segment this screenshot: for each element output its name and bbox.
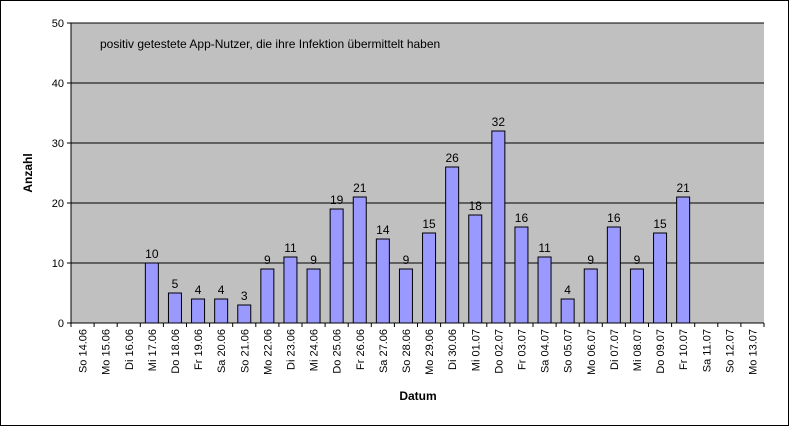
data-labels: 10 5 4 4 3 9 11 9 19 21 14 9 15 26 18 32 16 11 4 9 16 9 15 21 [145,115,690,303]
bar [422,232,437,324]
data-label: 4 [195,283,202,297]
x-tick-label: Mo 29.06 [424,329,436,375]
x-tick-label: Do 02.07 [493,329,505,374]
x-tick-label: Di 07.07 [609,329,621,370]
x-tick-label: Sa 04.07 [540,329,552,373]
x-tick-label: Di 30.06 [447,329,459,370]
x-tick-label: Mi 01.07 [470,329,482,371]
data-label: 21 [676,181,690,195]
x-tick-label: Mi 08.07 [632,329,644,371]
bar [329,208,344,324]
data-label: 9 [264,253,271,267]
x-tick-label: So 14.06 [78,329,90,373]
data-label: 32 [492,115,506,129]
bar [537,256,552,324]
x-tick-label: Sa 27.06 [378,329,390,373]
y-tick-label: 0 [58,318,64,330]
data-label: 15 [653,217,667,231]
x-tick-label: Mo 13.07 [747,329,759,375]
x-tick-label: Di 23.06 [285,329,297,370]
x-tick-label: So 21.06 [239,329,251,373]
bar [583,268,598,324]
x-tick-label: Do 09.07 [655,329,667,374]
bar [560,298,575,324]
data-label: 16 [607,211,621,225]
x-tick-label: So 12.07 [724,329,736,373]
bar [214,298,229,324]
x-tick-label: So 28.06 [401,329,413,373]
bar [445,166,460,324]
y-tick-label: 30 [52,138,64,150]
bar [375,238,390,324]
data-label: 15 [422,217,436,231]
y-axis-title: Anzahl [21,153,35,192]
data-label: 9 [587,253,594,267]
data-label: 14 [376,223,390,237]
data-label: 9 [403,253,410,267]
data-label: 9 [310,253,317,267]
x-tick-label: Fr 26.06 [355,329,367,370]
data-label: 3 [241,289,248,303]
x-tick-label: Di 16.06 [124,329,136,370]
plot-area [71,23,764,323]
data-label: 4 [564,283,571,297]
y-tick-label: 20 [52,198,64,210]
bar [629,268,644,324]
x-tick-label: Sa 20.06 [216,329,228,373]
x-tick-label: Mi 17.06 [147,329,159,371]
x-tick-label: Do 25.06 [332,329,344,374]
gridlines [71,22,764,264]
y-tick-label: 50 [52,18,64,30]
data-label: 11 [284,241,297,255]
y-tick-labels: 0 10 20 30 40 50 [52,18,71,330]
bar [468,214,483,324]
y-tick-label: 40 [52,78,64,90]
data-label: 26 [445,151,459,165]
data-label: 4 [218,283,225,297]
x-tick-label: Mi 24.06 [309,329,321,371]
bar [676,196,691,324]
x-tick-label: Fr 19.06 [193,329,205,370]
bar [352,196,367,324]
x-tick-label: Mo 15.06 [101,329,113,375]
bar [167,292,182,324]
x-tick-labels: So 14.06 Mo 15.06 Di 16.06 Mi 17.06 Do 18.06… [70,323,765,375]
data-label: 16 [515,211,529,225]
x-tick-label: Mo 22.06 [262,329,274,375]
data-label: 11 [538,241,551,255]
data-label: 10 [145,247,159,261]
x-tick-label: Mo 06.07 [586,329,598,375]
data-label: 18 [469,199,483,213]
bar [237,304,252,324]
bar [283,256,298,324]
bar [306,268,321,324]
x-tick-label: So 05.07 [563,329,575,373]
data-label: 9 [634,253,641,267]
data-label: 19 [330,193,344,207]
x-tick-label: Fr 10.07 [678,329,690,370]
bar [191,298,206,324]
bar [260,268,275,324]
x-tick-label: Fr 03.07 [516,329,528,370]
data-label: 5 [172,277,179,291]
bar [514,226,529,324]
y-tick-label: 10 [52,258,64,270]
bar [144,262,159,324]
annotation-text: positiv getestete App-Nutzer, die ihre I… [100,37,440,51]
bar [653,232,668,324]
x-tick-label: Do 18.06 [170,329,182,374]
bar [491,130,506,324]
data-label: 21 [353,181,367,195]
bar [606,226,621,324]
bar [398,268,413,324]
x-axis-title: Datum [399,389,436,403]
x-tick-label: Sa 11.07 [701,329,713,372]
